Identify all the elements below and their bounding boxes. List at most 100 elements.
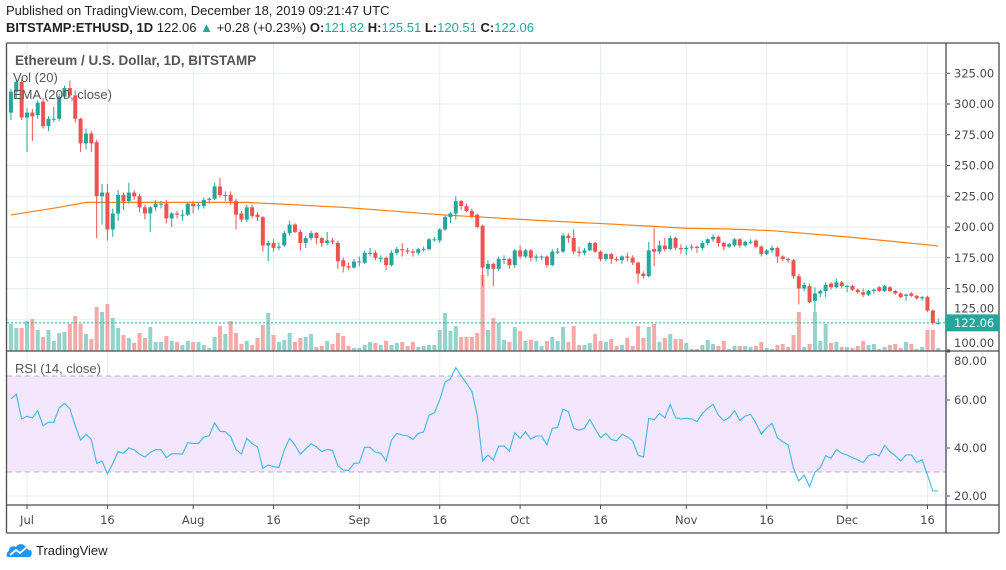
candle[interactable] [287, 220, 292, 236]
candle[interactable] [512, 249, 517, 268]
candle[interactable] [73, 90, 78, 123]
candle[interactable] [577, 246, 582, 257]
candle[interactable] [271, 239, 276, 252]
candle[interactable] [845, 284, 850, 293]
candle[interactable] [180, 209, 185, 221]
candle[interactable] [496, 256, 501, 272]
candle[interactable] [839, 281, 844, 289]
candle[interactable] [266, 240, 271, 262]
candle[interactable] [920, 295, 925, 301]
candle[interactable] [309, 230, 314, 241]
candle[interactable] [255, 212, 260, 221]
candle[interactable] [416, 247, 421, 256]
candle[interactable] [94, 139, 99, 239]
candle[interactable] [737, 238, 742, 248]
candle[interactable] [201, 197, 206, 209]
volume-legend[interactable]: Vol (20) [13, 70, 58, 85]
candle[interactable] [228, 191, 233, 205]
candle[interactable] [67, 80, 72, 98]
candle[interactable] [555, 247, 560, 255]
candle[interactable] [807, 283, 812, 304]
candle[interactable] [293, 223, 297, 234]
candle[interactable] [378, 255, 383, 263]
candle[interactable] [223, 191, 228, 202]
candle[interactable] [421, 246, 426, 252]
candle[interactable] [400, 242, 405, 257]
candle[interactable] [480, 224, 485, 287]
candle[interactable] [427, 238, 431, 251]
candle[interactable] [357, 256, 362, 267]
candle[interactable] [51, 106, 56, 123]
candle[interactable] [882, 284, 887, 293]
price-axis[interactable]: 325.00 300.00 275.00 250.00 225.00 200.00 175.… [946, 66, 994, 351]
candle[interactable] [260, 215, 265, 252]
candle[interactable] [244, 204, 249, 223]
candle[interactable] [523, 249, 528, 258]
candle[interactable] [582, 247, 587, 256]
candle[interactable] [587, 241, 592, 252]
candle[interactable] [893, 289, 898, 295]
candle[interactable] [550, 249, 555, 267]
candle[interactable] [335, 240, 340, 269]
candle[interactable] [212, 182, 217, 200]
candle[interactable] [689, 244, 694, 251]
candle[interactable] [775, 246, 780, 263]
candle[interactable] [346, 262, 351, 271]
rsi-legend[interactable]: RSI (14, close) [15, 361, 101, 376]
candle[interactable] [507, 257, 512, 269]
candle[interactable] [234, 198, 239, 230]
time-axis[interactable]: Jul 16 Aug 16 Sep 16 Oct 16 Nov 16 Dec 16 [19, 505, 935, 527]
candle[interactable] [684, 245, 689, 256]
candle[interactable] [855, 288, 860, 294]
candle[interactable] [330, 238, 335, 245]
candle[interactable] [609, 252, 614, 264]
candle[interactable] [276, 242, 281, 251]
candle[interactable] [796, 273, 801, 305]
ema-legend[interactable]: EMA (200, close) [13, 87, 112, 102]
candle[interactable] [250, 204, 255, 219]
candle[interactable] [282, 230, 287, 247]
candle[interactable] [314, 231, 319, 245]
candle[interactable] [887, 286, 892, 293]
candle[interactable] [914, 294, 919, 300]
candle[interactable] [716, 235, 721, 247]
candle[interactable] [770, 245, 775, 253]
candle[interactable] [100, 183, 105, 225]
candle[interactable] [464, 203, 469, 213]
candle[interactable] [35, 100, 40, 119]
candle[interactable] [898, 292, 903, 299]
candle[interactable] [14, 79, 19, 98]
candle[interactable] [727, 242, 732, 248]
candle[interactable] [159, 201, 163, 209]
candle[interactable] [57, 94, 62, 122]
candle[interactable] [652, 228, 657, 267]
candle[interactable] [619, 255, 624, 264]
candle[interactable] [641, 271, 646, 279]
candle[interactable] [239, 211, 244, 223]
candle[interactable] [877, 286, 882, 293]
candle[interactable] [410, 249, 415, 257]
candle[interactable] [786, 257, 791, 263]
candle[interactable] [475, 213, 480, 229]
candle[interactable] [491, 262, 496, 287]
candle[interactable] [405, 247, 410, 255]
candle[interactable] [19, 79, 24, 120]
candle[interactable] [185, 202, 190, 216]
candle[interactable] [534, 254, 539, 262]
candle[interactable] [191, 201, 196, 214]
candle[interactable] [518, 245, 523, 259]
candle[interactable] [753, 239, 758, 248]
candle[interactable] [636, 261, 641, 284]
candle[interactable] [925, 295, 930, 312]
candle[interactable] [678, 244, 683, 255]
candle[interactable] [137, 193, 142, 213]
candle[interactable] [169, 212, 174, 227]
candle[interactable] [861, 288, 866, 298]
candle[interactable] [373, 250, 378, 261]
candle[interactable] [432, 236, 437, 242]
candle[interactable] [695, 245, 699, 253]
candle[interactable] [25, 107, 29, 152]
candle[interactable] [325, 231, 330, 246]
candle[interactable] [341, 257, 346, 273]
candle[interactable] [351, 258, 356, 269]
